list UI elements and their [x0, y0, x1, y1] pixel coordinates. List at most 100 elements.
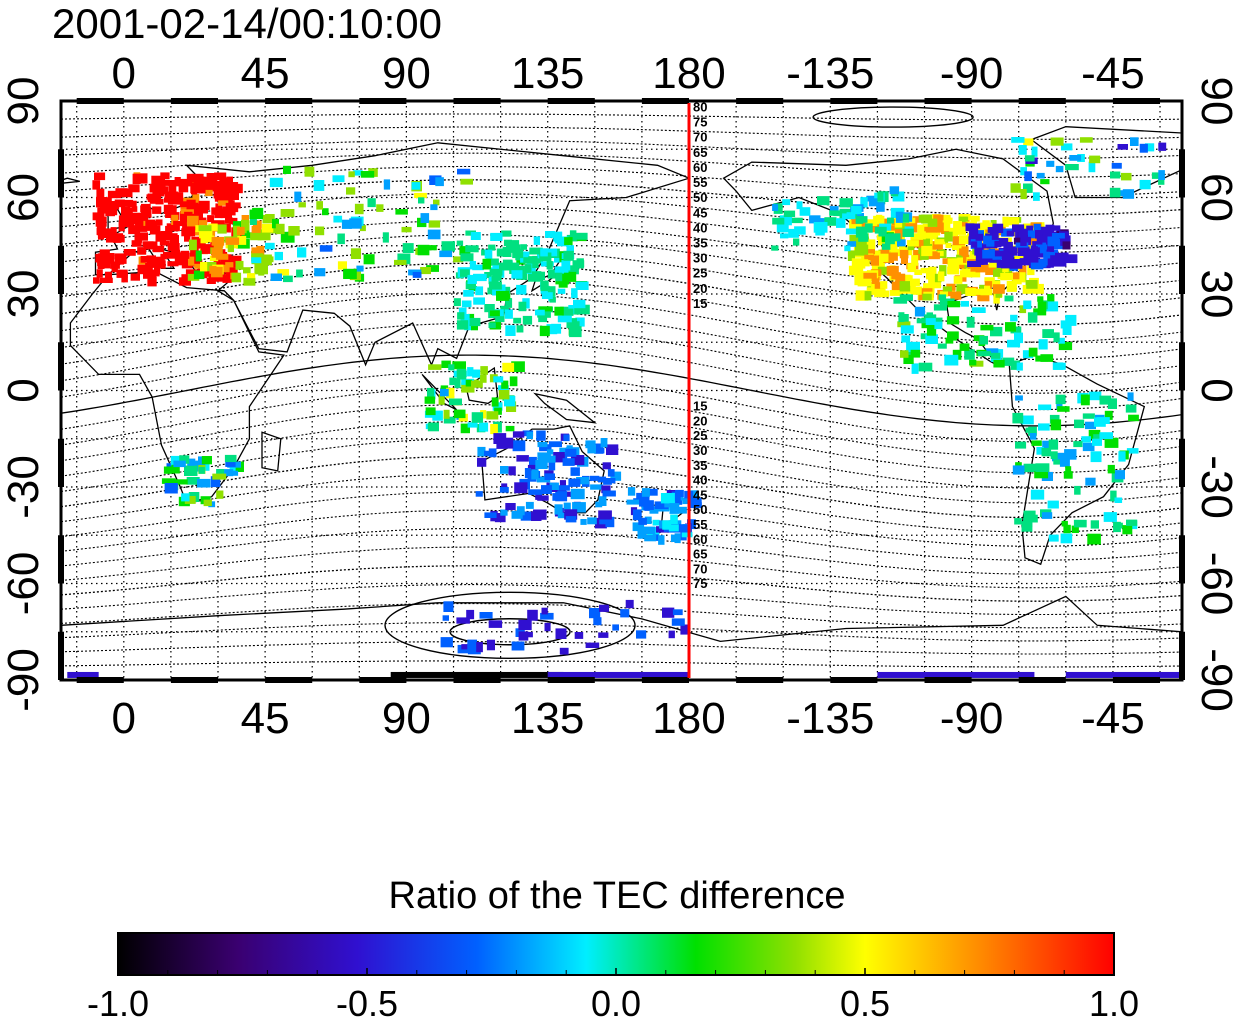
tec-patch — [593, 617, 602, 626]
tec-patch — [982, 249, 995, 259]
tec-patch — [1158, 142, 1167, 151]
tec-patch — [538, 306, 553, 312]
tec-patch — [99, 228, 113, 236]
tec-patch — [1125, 404, 1137, 413]
tec-patch — [443, 409, 450, 419]
tec-patch — [638, 517, 647, 525]
tec-patch — [118, 189, 133, 198]
contour-label: 50 — [693, 502, 707, 517]
contour-label: 75 — [693, 115, 707, 130]
frame-tick — [58, 245, 64, 294]
tec-patch — [225, 271, 233, 279]
tec-patch — [479, 422, 489, 432]
tec-patch — [980, 288, 993, 296]
contour-line — [61, 509, 1182, 561]
tec-patch — [992, 224, 1003, 230]
tec-patch — [296, 269, 303, 278]
tec-patch — [1110, 171, 1121, 179]
tec-patch — [847, 241, 857, 247]
tec-patch — [460, 314, 470, 324]
tec-patch — [350, 248, 361, 259]
tec-patch — [1015, 441, 1027, 449]
tec-patch — [492, 284, 506, 296]
tec-patch — [925, 334, 938, 344]
tec-patch — [155, 219, 163, 226]
tec-patch — [1038, 423, 1050, 431]
tec-patch — [877, 671, 1035, 678]
tec-patch — [237, 236, 247, 245]
tec-patch — [936, 317, 943, 325]
tec-patch — [106, 232, 118, 243]
tec-patch — [504, 437, 514, 449]
tec-patch — [420, 213, 430, 223]
tec-patch — [143, 208, 152, 218]
tec-patch — [1081, 436, 1091, 443]
tec-patch — [905, 350, 914, 357]
tec-patch — [502, 362, 515, 372]
tec-patch — [67, 671, 99, 678]
tec-patch — [1055, 394, 1066, 405]
tec-patch — [627, 487, 636, 496]
tec-patch — [599, 515, 610, 525]
tec-patch — [1023, 236, 1032, 246]
tec-patch — [1052, 452, 1065, 462]
tec-patch — [516, 506, 525, 516]
tec-patch — [557, 485, 570, 491]
tec-patch — [216, 187, 226, 199]
tec-patch — [504, 396, 516, 407]
tec-patch — [1061, 143, 1073, 151]
y-axis-left-labels: 90 60 30 0 -30 -60 -90 — [0, 77, 48, 712]
tec-patch — [554, 306, 564, 316]
tec-patch — [465, 281, 476, 290]
tec-patch — [438, 394, 445, 405]
tec-patch — [181, 274, 190, 285]
contour-line — [61, 165, 1182, 197]
tec-patch — [975, 264, 987, 273]
tec-patch — [491, 397, 499, 407]
tec-patch — [1062, 241, 1071, 250]
tec-patch — [977, 351, 991, 357]
y-tick-label-left: -60 — [0, 552, 48, 616]
tec-patch — [532, 258, 539, 269]
tec-patch — [199, 228, 213, 239]
tec-patch — [254, 263, 268, 275]
tec-patch — [971, 241, 978, 248]
tec-patch — [664, 607, 673, 614]
tec-patch — [1158, 175, 1165, 185]
contour-label: 60 — [693, 532, 707, 547]
tec-patch — [1041, 512, 1053, 519]
tec-patch — [548, 460, 556, 471]
tec-patch — [224, 469, 234, 477]
tec-patch — [881, 243, 891, 250]
tec-patch — [1002, 357, 1015, 366]
tec-patch — [251, 225, 261, 233]
tec-patch — [227, 244, 234, 253]
tec-patch — [973, 335, 985, 342]
tec-patch — [213, 182, 224, 189]
tec-patch — [903, 354, 914, 364]
tec-patch — [471, 322, 478, 331]
tec-patch — [1041, 235, 1049, 242]
tec-patch — [179, 178, 193, 187]
tec-patch — [1040, 179, 1050, 185]
tec-patch — [395, 209, 408, 215]
tec-patch — [314, 268, 326, 277]
tec-patch — [576, 477, 590, 485]
tec-patch — [1042, 440, 1052, 449]
tec-patch — [231, 272, 242, 283]
frame-tick — [58, 535, 64, 584]
tec-patch — [900, 350, 909, 358]
y-tick-label-right: 30 — [1192, 270, 1240, 319]
tec-patch — [225, 237, 240, 245]
tec-patch — [441, 360, 451, 368]
tec-patch — [186, 229, 196, 237]
tec-patch — [970, 215, 980, 222]
tec-patch — [1012, 224, 1025, 233]
tec-patch — [1073, 441, 1083, 448]
tec-patch — [448, 364, 455, 371]
contour-line — [61, 179, 1182, 216]
tec-patch — [142, 241, 154, 248]
tec-patch — [918, 362, 933, 372]
frame-tick — [1179, 149, 1185, 198]
tec-patch — [110, 261, 120, 269]
